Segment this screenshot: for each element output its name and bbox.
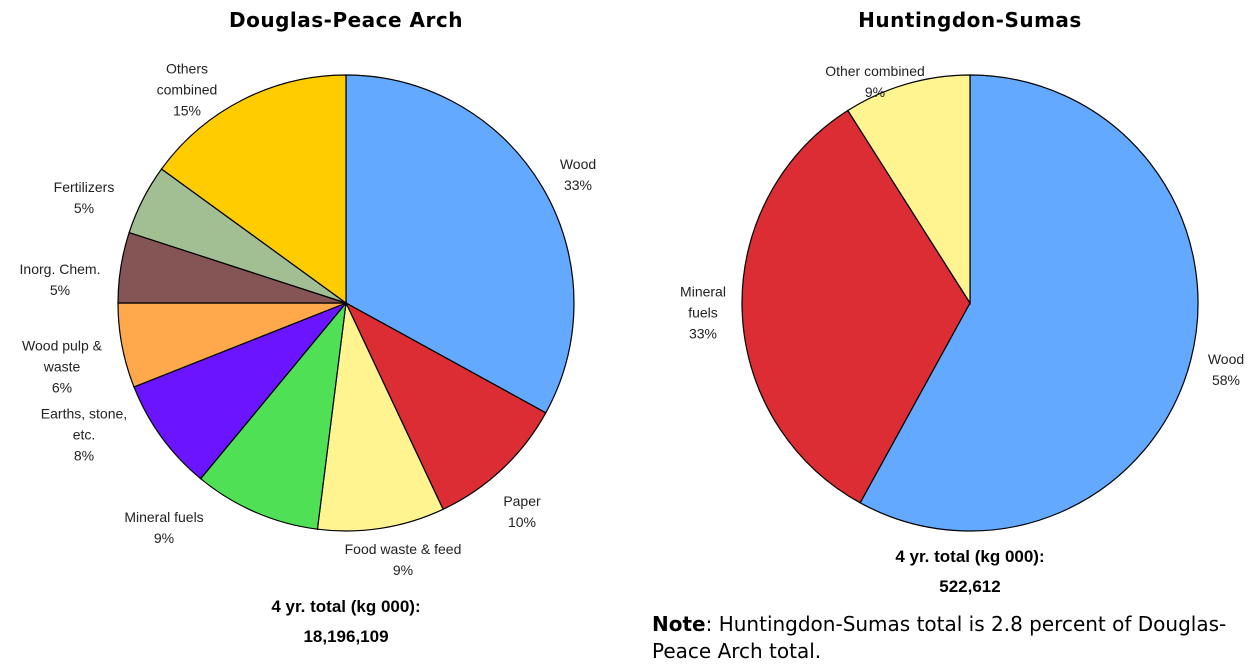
category-name: Other combined xyxy=(825,63,925,79)
value-label: 9% xyxy=(153,530,175,546)
slice-label: Mineral fuels 33% xyxy=(673,282,733,345)
total-value: 522,612 xyxy=(939,577,1001,596)
value-label: 8% xyxy=(73,447,95,464)
slice-label: Mineral fuels 9% xyxy=(104,507,224,549)
value-label: 6% xyxy=(51,379,73,396)
pie-slice xyxy=(344,301,547,511)
category-name: Wood xyxy=(1207,351,1245,367)
slice-label: Paper 10% xyxy=(492,491,552,533)
slice-label: Others combined 15% xyxy=(150,59,225,122)
category-name: Wood xyxy=(559,156,597,172)
slice-label: Wood pulp & waste 6% xyxy=(12,336,112,399)
pie-slice xyxy=(199,301,347,530)
pie-slice xyxy=(859,74,1199,532)
total-block: 4 yr. total (kg 000): 522,612 xyxy=(895,542,1044,602)
category-name: Paper xyxy=(503,493,541,509)
pie-slice xyxy=(133,302,347,480)
pie-slice xyxy=(847,74,971,306)
slice-label: Food waste & feed 9% xyxy=(323,539,483,581)
slice-label: Earths, stone, etc. 8% xyxy=(29,404,139,467)
pie-slice xyxy=(741,109,971,504)
slice-label: Inorg. Chem. 5% xyxy=(5,259,115,301)
value-label: 33% xyxy=(563,177,593,193)
total-value: 18,196,109 xyxy=(303,627,389,646)
value-label: 10% xyxy=(507,514,537,530)
category-name: Earths, stone, etc. xyxy=(40,405,128,443)
category-name: Inorg. Chem. xyxy=(19,261,101,277)
category-name: Others combined xyxy=(156,60,218,98)
category-name: Mineral fuels xyxy=(124,509,204,525)
slice-label: Wood 58% xyxy=(1196,349,1256,391)
pie-slice xyxy=(345,74,575,414)
total-label: 4 yr. total (kg 000): xyxy=(895,547,1045,566)
value-label: 15% xyxy=(172,102,202,119)
pie-slice xyxy=(316,300,444,532)
slice-label: Other combined 9% xyxy=(800,61,950,103)
value-label: 5% xyxy=(49,282,71,298)
value-label: 5% xyxy=(73,200,95,216)
total-label: 4 yr. total (kg 000): xyxy=(271,597,421,616)
slice-label: Wood 33% xyxy=(548,154,608,196)
value-label: 58% xyxy=(1211,372,1241,388)
note-text: : Huntingdon-Sumas total is 2.8 percent … xyxy=(652,612,1227,663)
pie-slice xyxy=(160,74,347,305)
total-block: 4 yr. total (kg 000): 18,196,109 xyxy=(271,592,420,652)
category-name: Food waste & feed xyxy=(344,541,462,557)
value-label: 9% xyxy=(392,562,414,578)
category-name: Fertilizers xyxy=(53,179,115,195)
slice-label: Fertilizers 5% xyxy=(39,177,129,219)
category-name: Wood pulp & waste xyxy=(22,337,102,375)
note-label: Note xyxy=(652,612,706,636)
value-label: 33% xyxy=(688,325,718,342)
chart-title: Douglas-Peace Arch xyxy=(229,8,463,32)
chart-title: Huntingdon-Sumas xyxy=(858,8,1082,32)
value-label: 9% xyxy=(864,84,886,100)
category-name: Mineral fuels xyxy=(680,283,726,321)
note: Note: Huntingdon-Sumas total is 2.8 perc… xyxy=(652,611,1252,665)
